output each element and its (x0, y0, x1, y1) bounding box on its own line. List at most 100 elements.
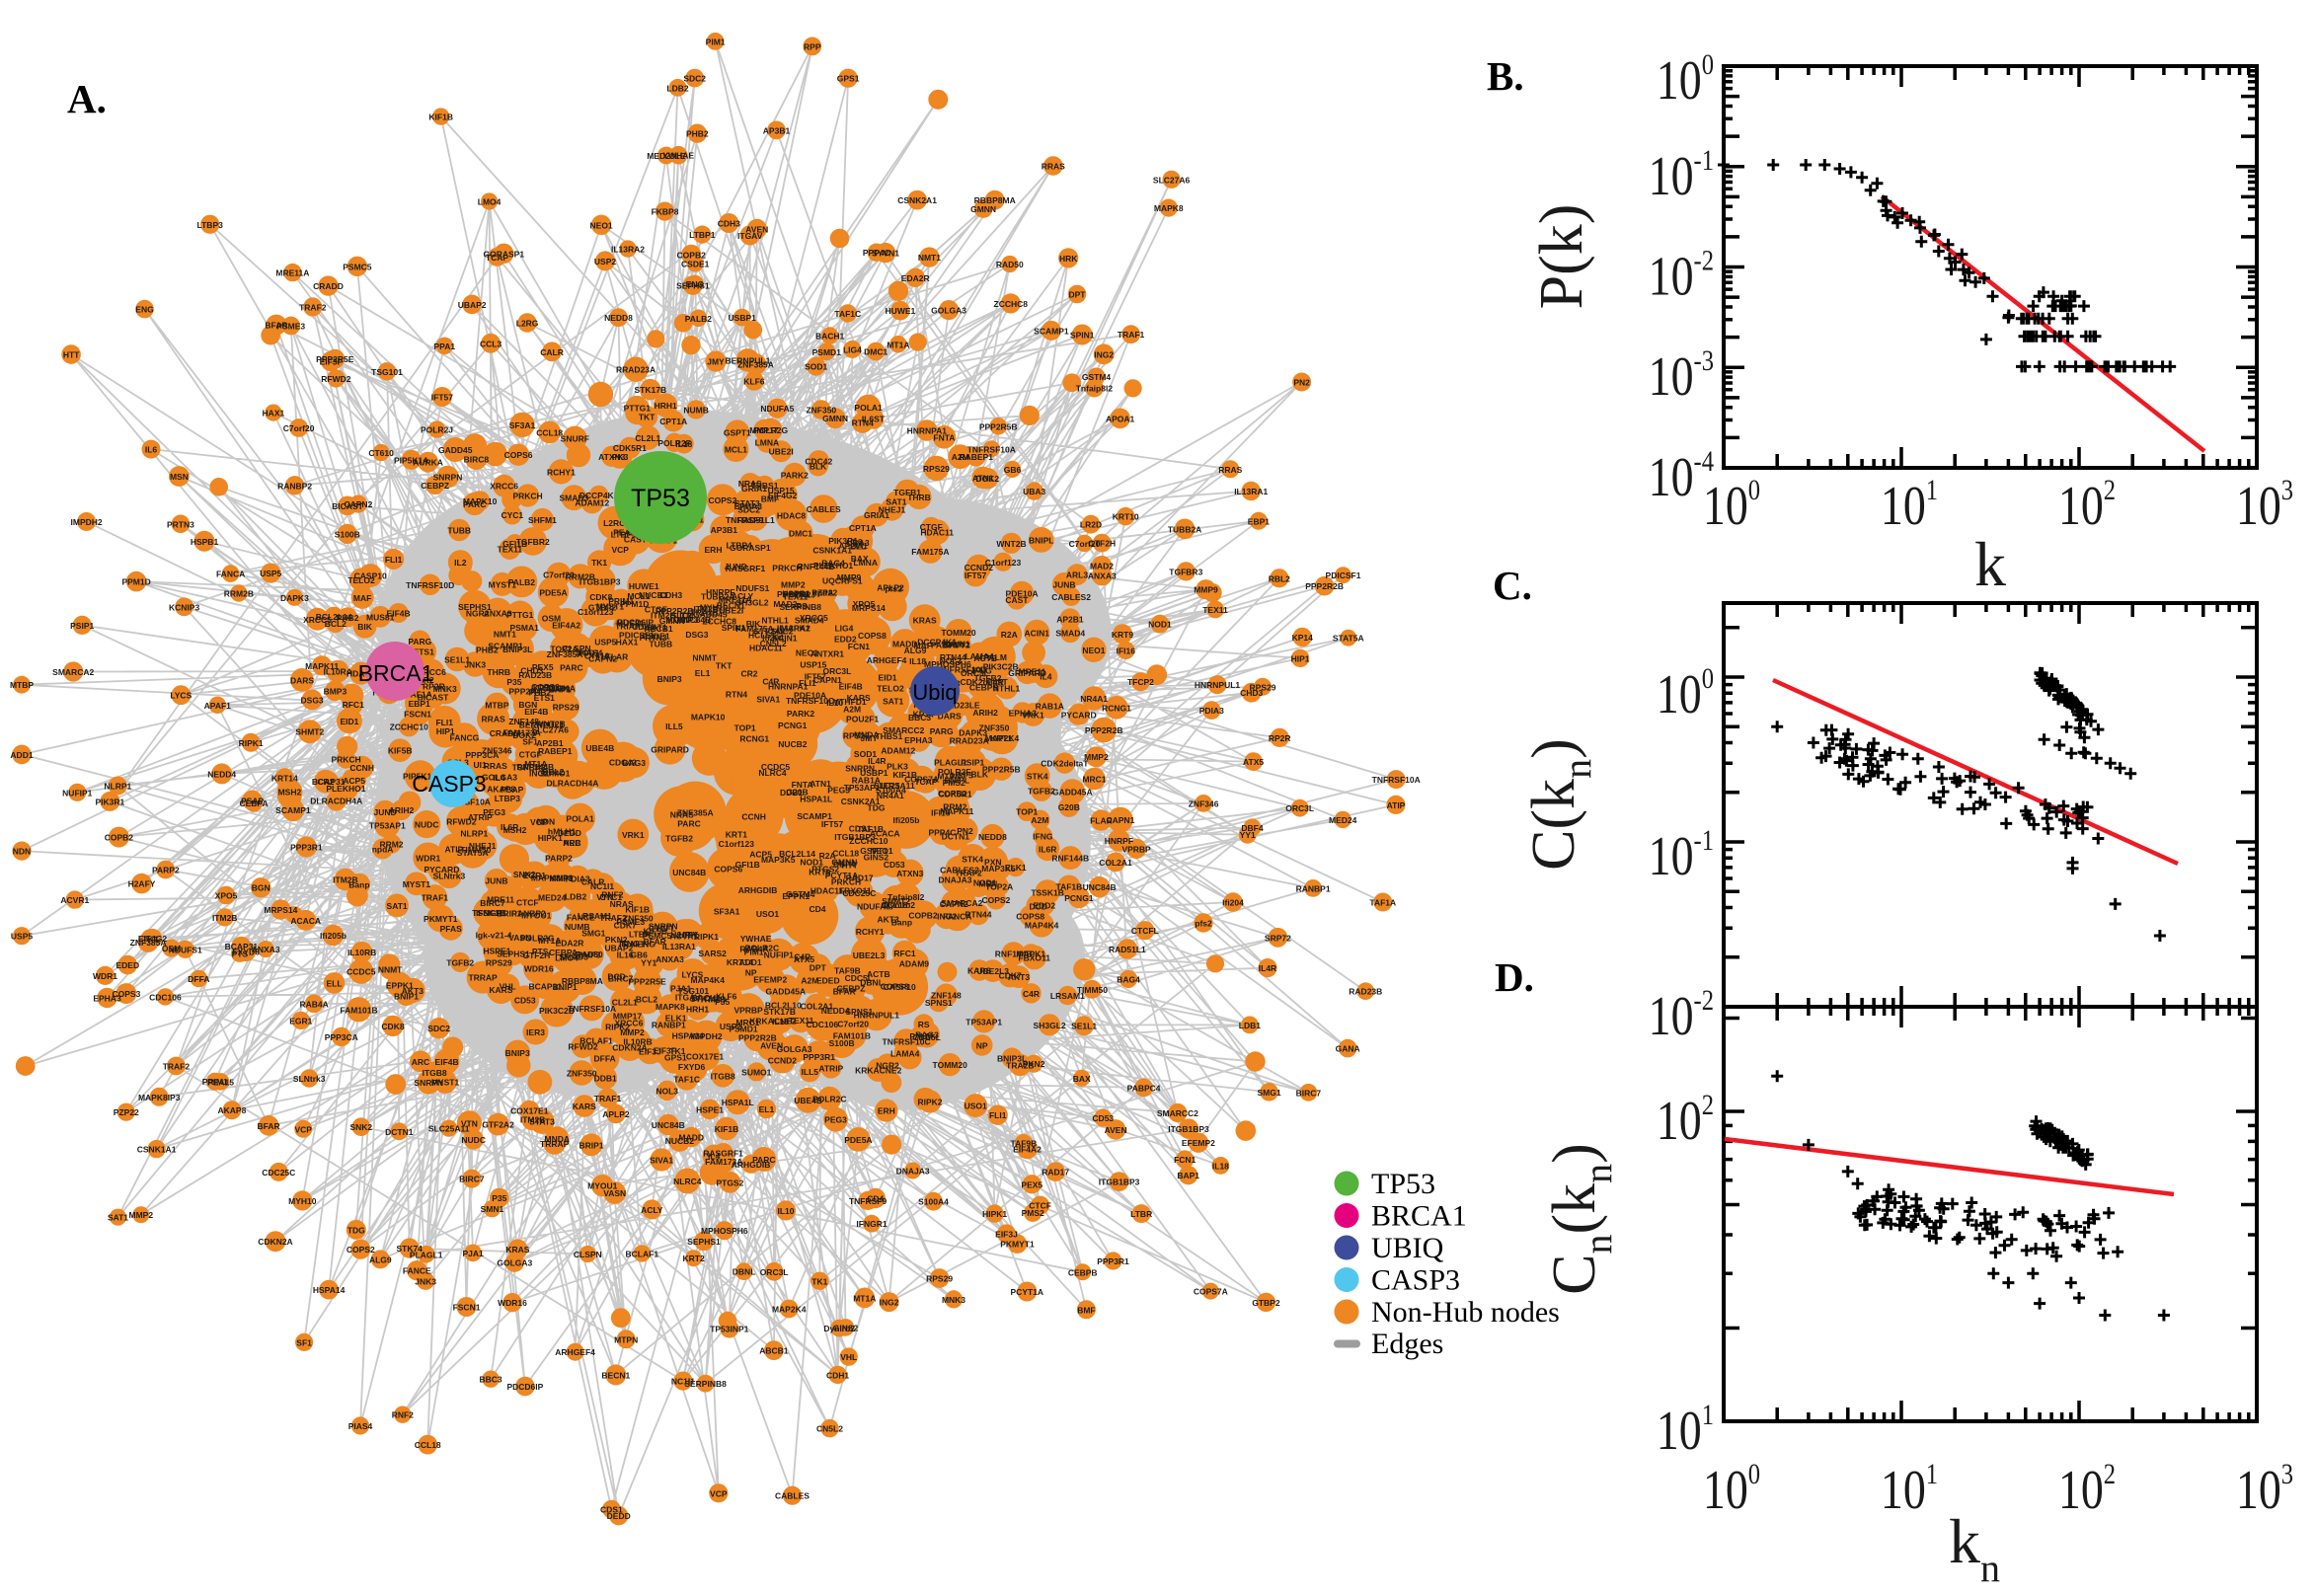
svg-text:VCP: VCP (530, 817, 548, 827)
svg-text:ABCB1: ABCB1 (759, 1346, 789, 1356)
svg-text:Ubiq: Ubiq (912, 680, 957, 705)
svg-text:PPP2R2B: PPP2R2B (738, 1033, 777, 1043)
svg-text:MAP3K5: MAP3K5 (761, 855, 796, 865)
svg-text:IL18: IL18 (675, 439, 692, 449)
svg-text:MSH2: MSH2 (278, 788, 302, 798)
svg-text:VCP: VCP (611, 545, 629, 555)
svg-text:GSPT1: GSPT1 (724, 427, 751, 437)
svg-text:POLA1: POLA1 (566, 814, 594, 824)
svg-text:MMP17: MMP17 (749, 425, 779, 435)
svg-text:PPP3CA: PPP3CA (325, 1032, 358, 1042)
svg-text:CDK7: CDK7 (614, 920, 637, 930)
svg-text:CSNK1A1: CSNK1A1 (137, 1145, 177, 1155)
svg-text:PPP3R1: PPP3R1 (803, 1052, 835, 1062)
svg-text:STK17B: STK17B (635, 385, 667, 395)
svg-text:EIF4B: EIF4B (524, 707, 548, 717)
svg-text:JUNB: JUNB (1052, 580, 1075, 590)
svg-text:MAPK10: MAPK10 (691, 712, 726, 722)
svg-text:Non-Hub nodes: Non-Hub nodes (1371, 1296, 1560, 1329)
svg-text:NEDD8: NEDD8 (978, 832, 1007, 842)
svg-text:TK1: TK1 (591, 558, 607, 568)
svg-text:LRSAM1: LRSAM1 (578, 911, 612, 921)
svg-text:TP53AP1: TP53AP1 (369, 821, 406, 831)
svg-text:MPHOSPH6: MPHOSPH6 (701, 1226, 748, 1236)
svg-text:EPPK1: EPPK1 (782, 891, 810, 901)
svg-text:UBIQ: UBIQ (1371, 1232, 1444, 1264)
svg-text:KRT14: KRT14 (727, 957, 753, 967)
svg-text:PHB2: PHB2 (476, 645, 499, 654)
svg-text:TRA2B: TRA2B (690, 607, 718, 617)
svg-text:NMT1: NMT1 (494, 630, 516, 640)
svg-text:COL2A1: COL2A1 (1099, 858, 1132, 868)
svg-text:ATXN3: ATXN3 (896, 869, 924, 878)
svg-text:MTPN: MTPN (614, 1334, 638, 1344)
svg-text:PDCD6IP: PDCD6IP (506, 1382, 543, 1392)
svg-text:IL13RA2: IL13RA2 (611, 245, 645, 255)
svg-text:USP5: USP5 (594, 638, 616, 647)
svg-text:FLI1: FLI1 (385, 555, 403, 565)
svg-text:MTBP: MTBP (10, 680, 34, 690)
svg-text:TFCP2: TFCP2 (1127, 677, 1154, 687)
svg-text:ITGB1BP3: ITGB1BP3 (1099, 1178, 1140, 1187)
svg-text:KRAS: KRAS (505, 1245, 529, 1254)
svg-text:CAPN1: CAPN1 (813, 675, 842, 685)
svg-text:GANA: GANA (1336, 1044, 1360, 1054)
svg-text:TNFRSF10A: TNFRSF10A (1372, 775, 1421, 785)
svg-text:SMAD4: SMAD4 (1055, 629, 1085, 639)
svg-text:BNIP3: BNIP3 (505, 1048, 530, 1058)
svg-text:COPS2: COPS2 (347, 1245, 375, 1254)
svg-text:FKBP8: FKBP8 (652, 207, 679, 217)
svg-text:PARC: PARC (752, 1155, 775, 1165)
svg-text:ILL5: ILL5 (665, 722, 683, 731)
svg-text:MAD2: MAD2 (1090, 562, 1114, 571)
svg-text:RIPK1: RIPK1 (239, 738, 264, 748)
svg-text:Banp: Banp (891, 918, 912, 928)
svg-text:FLI1: FLI1 (435, 718, 453, 727)
svg-text:ING2: ING2 (880, 1298, 899, 1308)
svg-text:IFNGR1: IFNGR1 (856, 1219, 887, 1229)
svg-text:COPS6: COPS6 (504, 450, 533, 460)
svg-text:ORC3L: ORC3L (1285, 803, 1314, 813)
svg-text:TRAF1: TRAF1 (594, 1094, 622, 1103)
svg-text:IL13RA1: IL13RA1 (1234, 487, 1268, 496)
svg-text:C7orf20: C7orf20 (283, 423, 315, 433)
svg-text:RFWD2: RFWD2 (321, 374, 350, 384)
svg-text:PCYT1A: PCYT1A (1011, 1287, 1044, 1297)
svg-text:PRKCH: PRKCH (512, 492, 542, 501)
svg-text:ENG: ENG (686, 279, 705, 289)
svg-text:RAB4A: RAB4A (299, 999, 328, 1009)
svg-text:NMT1: NMT1 (918, 253, 941, 263)
svg-text:BECN1: BECN1 (601, 1370, 630, 1380)
svg-text:TRAF2: TRAF2 (163, 1062, 191, 1072)
svg-text:PEX5: PEX5 (1021, 1179, 1042, 1189)
svg-text:AURKA: AURKA (413, 458, 443, 468)
svg-text:MT1A: MT1A (853, 1293, 876, 1303)
svg-text:ANXA3: ANXA3 (1088, 571, 1117, 581)
svg-text:SIVA1: SIVA1 (650, 1156, 673, 1166)
svg-text:EL1: EL1 (695, 668, 711, 678)
svg-text:ACP5: ACP5 (343, 776, 365, 786)
svg-text:KRT2: KRT2 (682, 1254, 704, 1263)
svg-text:PRKCH: PRKCH (831, 876, 861, 886)
svg-text:SAT1: SAT1 (883, 696, 903, 706)
svg-text:ALG9: ALG9 (369, 1254, 392, 1264)
svg-text:NC1I1: NC1I1 (590, 881, 614, 891)
svg-text:VHL: VHL (840, 1352, 857, 1362)
svg-text:BIK: BIK (357, 622, 373, 632)
svg-text:CCND2: CCND2 (768, 1056, 798, 1066)
svg-text:CDK2deltaT: CDK2deltaT (1041, 759, 1089, 769)
svg-text:COPS8: COPS8 (858, 631, 887, 641)
svg-text:BCAP31: BCAP31 (312, 777, 346, 787)
svg-text:LDB1: LDB1 (1239, 1021, 1261, 1030)
svg-text:EIF4G2: EIF4G2 (768, 491, 798, 500)
svg-text:BNIPL: BNIPL (1029, 535, 1054, 545)
svg-text:Ifi205b: Ifi205b (320, 931, 347, 941)
svg-text:XPO5: XPO5 (853, 599, 876, 609)
svg-text:TRAF1: TRAF1 (1118, 330, 1145, 340)
svg-text:ARC: ARC (412, 1057, 429, 1067)
svg-text:KIF5B: KIF5B (388, 746, 413, 756)
svg-text:FSCN1: FSCN1 (453, 1303, 481, 1313)
svg-text:R2A: R2A (1001, 630, 1018, 640)
svg-text:KARS: KARS (573, 1102, 596, 1111)
svg-text:TRRAP: TRRAP (468, 973, 498, 983)
